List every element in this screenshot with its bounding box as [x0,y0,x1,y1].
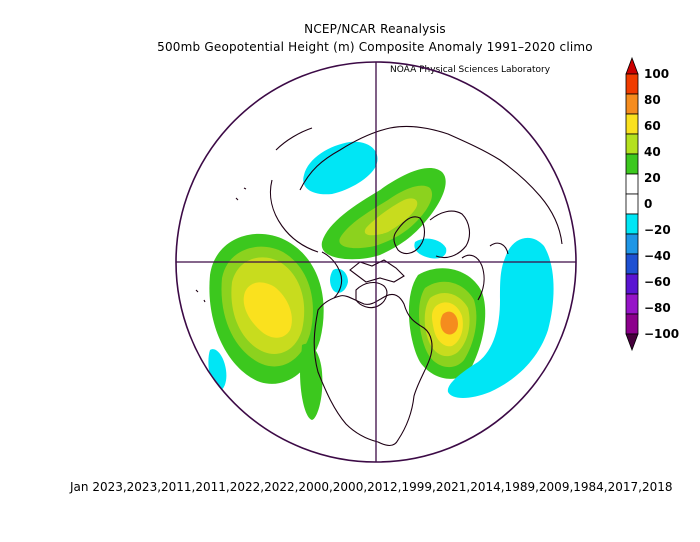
chart-title: NCEP/NCAR Reanalysis [304,22,446,36]
anomaly-pacific-50 [243,282,292,338]
coastline-arctic-islands [349,259,405,283]
anomaly-arctic-40 [364,198,418,236]
coastline-europe [461,242,509,301]
colorbar-tick-label: 20 [644,171,661,185]
colorbar: 100 80 60 40 20 0 −20 −40 −60 −80 −100 [625,56,679,352]
colorbar-tick-label: −80 [644,301,671,315]
colorbar-box [625,213,639,235]
colorbar-box [625,113,639,135]
colorbar-tick-label: 40 [644,145,661,159]
colorbar-box [625,233,639,255]
coastline-alaska [321,251,343,299]
colorbar-tick-label: −40 [644,249,671,263]
colorbar-box [625,313,639,335]
coastline-greenland [393,216,426,255]
colorbar-box [625,293,639,315]
colorbar-box [625,273,639,295]
colorbar-box [625,73,639,95]
colorbar-box [625,93,639,115]
anomaly-scandinavia-neg [414,238,447,259]
colorbar-tick-label: 60 [644,119,661,133]
colorbar-top-arrow [625,56,639,75]
anomaly-eastatlantic-neg [447,237,554,398]
colorbar-box [625,133,639,155]
coastline-islands [195,187,247,303]
anomaly-shading [208,141,554,420]
colorbar-tick-label: 100 [644,67,669,81]
coastline-east-asia [269,127,319,253]
colorbar-box [625,253,639,275]
globe-outline [175,61,577,463]
anomaly-atlantic-60 [440,311,458,335]
colorbar-boxes [625,56,639,352]
colorbar-box [625,153,639,175]
anomaly-westcoast-20 [300,343,323,420]
colorbar-tick-label: 80 [644,93,661,107]
credit-text: NOAA Physical Sciences Laboratory [390,65,551,75]
colorbar-tick-label: −100 [644,327,679,341]
polar-anomaly-map [175,61,577,463]
chart-subtitle: 500mb Geopotential Height (m) Composite … [157,40,593,54]
colorbar-bottom-arrow [625,333,639,352]
composite-dates: Jan 2023,2023,2011,2011,2022,2022,2000,2… [70,480,673,494]
coastline-hudson-bay [355,281,388,309]
colorbar-tick-label: 0 [644,197,652,211]
anomaly-alaska-neg [330,268,348,293]
coastlines [195,125,563,447]
colorbar-tick-label: −20 [644,223,671,237]
colorbar-box [625,193,639,215]
colorbar-labels: 100 80 60 40 20 0 −20 −40 −60 −80 −100 [644,67,679,341]
anomaly-greenland-neg [303,141,378,195]
colorbar-tick-label: −60 [644,275,671,289]
coastline-north-america [313,293,433,447]
coastline-eurasia [299,125,563,259]
colorbar-box [625,173,639,195]
